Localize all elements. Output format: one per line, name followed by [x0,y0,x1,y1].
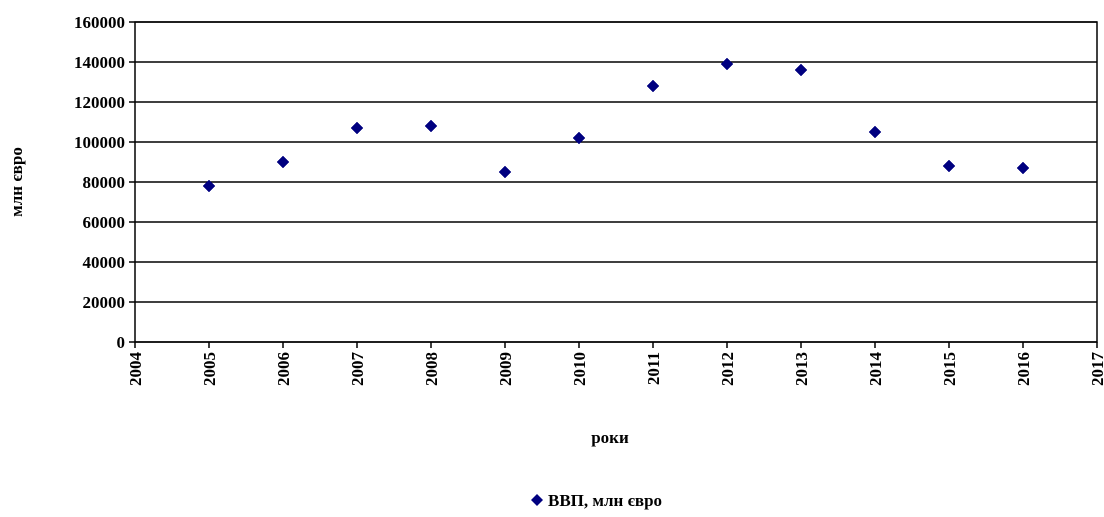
x-axis-title: роки [591,428,629,447]
data-point [498,165,512,179]
y-tick-label: 80000 [83,173,126,192]
x-tick-label: 2012 [718,352,737,386]
data-point [646,79,660,93]
y-tick-label: 140000 [74,53,125,72]
x-tick-label: 2005 [200,352,219,386]
x-tick-label: 2014 [866,352,885,387]
y-tick-labels: 0 20000 40000 60000 80000 100000 120000 140000 1… [74,13,125,352]
data-point [276,155,290,169]
legend-marker-diamond [531,494,543,506]
legend-label: ВВП, млн євро [548,491,662,510]
x-tick-label: 2013 [792,352,811,386]
legend: ВВП, млн євро [531,491,662,510]
x-tick-label: 2004 [126,352,145,387]
data-point [720,57,734,71]
data-point [794,63,808,77]
data-point [202,179,216,193]
data-point [868,125,882,139]
y-axis-title: млн євро [7,147,26,217]
y-tick-label: 60000 [83,213,126,232]
y-tick-label: 40000 [83,253,126,272]
axes [129,21,1098,348]
x-tick-label: 2010 [570,352,589,386]
data-point [350,121,364,135]
x-tick-label: 2017 [1088,352,1104,387]
x-tick-label: 2015 [940,352,959,386]
x-tick-label: 2016 [1014,352,1033,386]
y-tick-label: 0 [117,333,126,352]
x-tick-label: 2008 [422,352,441,386]
data-point [942,159,956,173]
x-tick-label: 2006 [274,352,293,386]
grid-lines [135,21,1097,343]
y-tick-label: 100000 [74,133,125,152]
y-tick-label: 20000 [83,293,126,312]
data-point [424,119,438,133]
y-tick-label: 120000 [74,93,125,112]
data-point [572,131,586,145]
data-point [1016,161,1030,175]
y-tick-label: 160000 [74,13,125,32]
x-tick-label: 2007 [348,352,367,387]
x-tick-label: 2011 [644,352,663,385]
x-tick-label: 2009 [496,352,515,386]
data-points [202,57,1030,193]
x-tick-labels: 2004 2005 2006 2007 2008 2009 2010 2011 2012 2013… [126,352,1104,387]
